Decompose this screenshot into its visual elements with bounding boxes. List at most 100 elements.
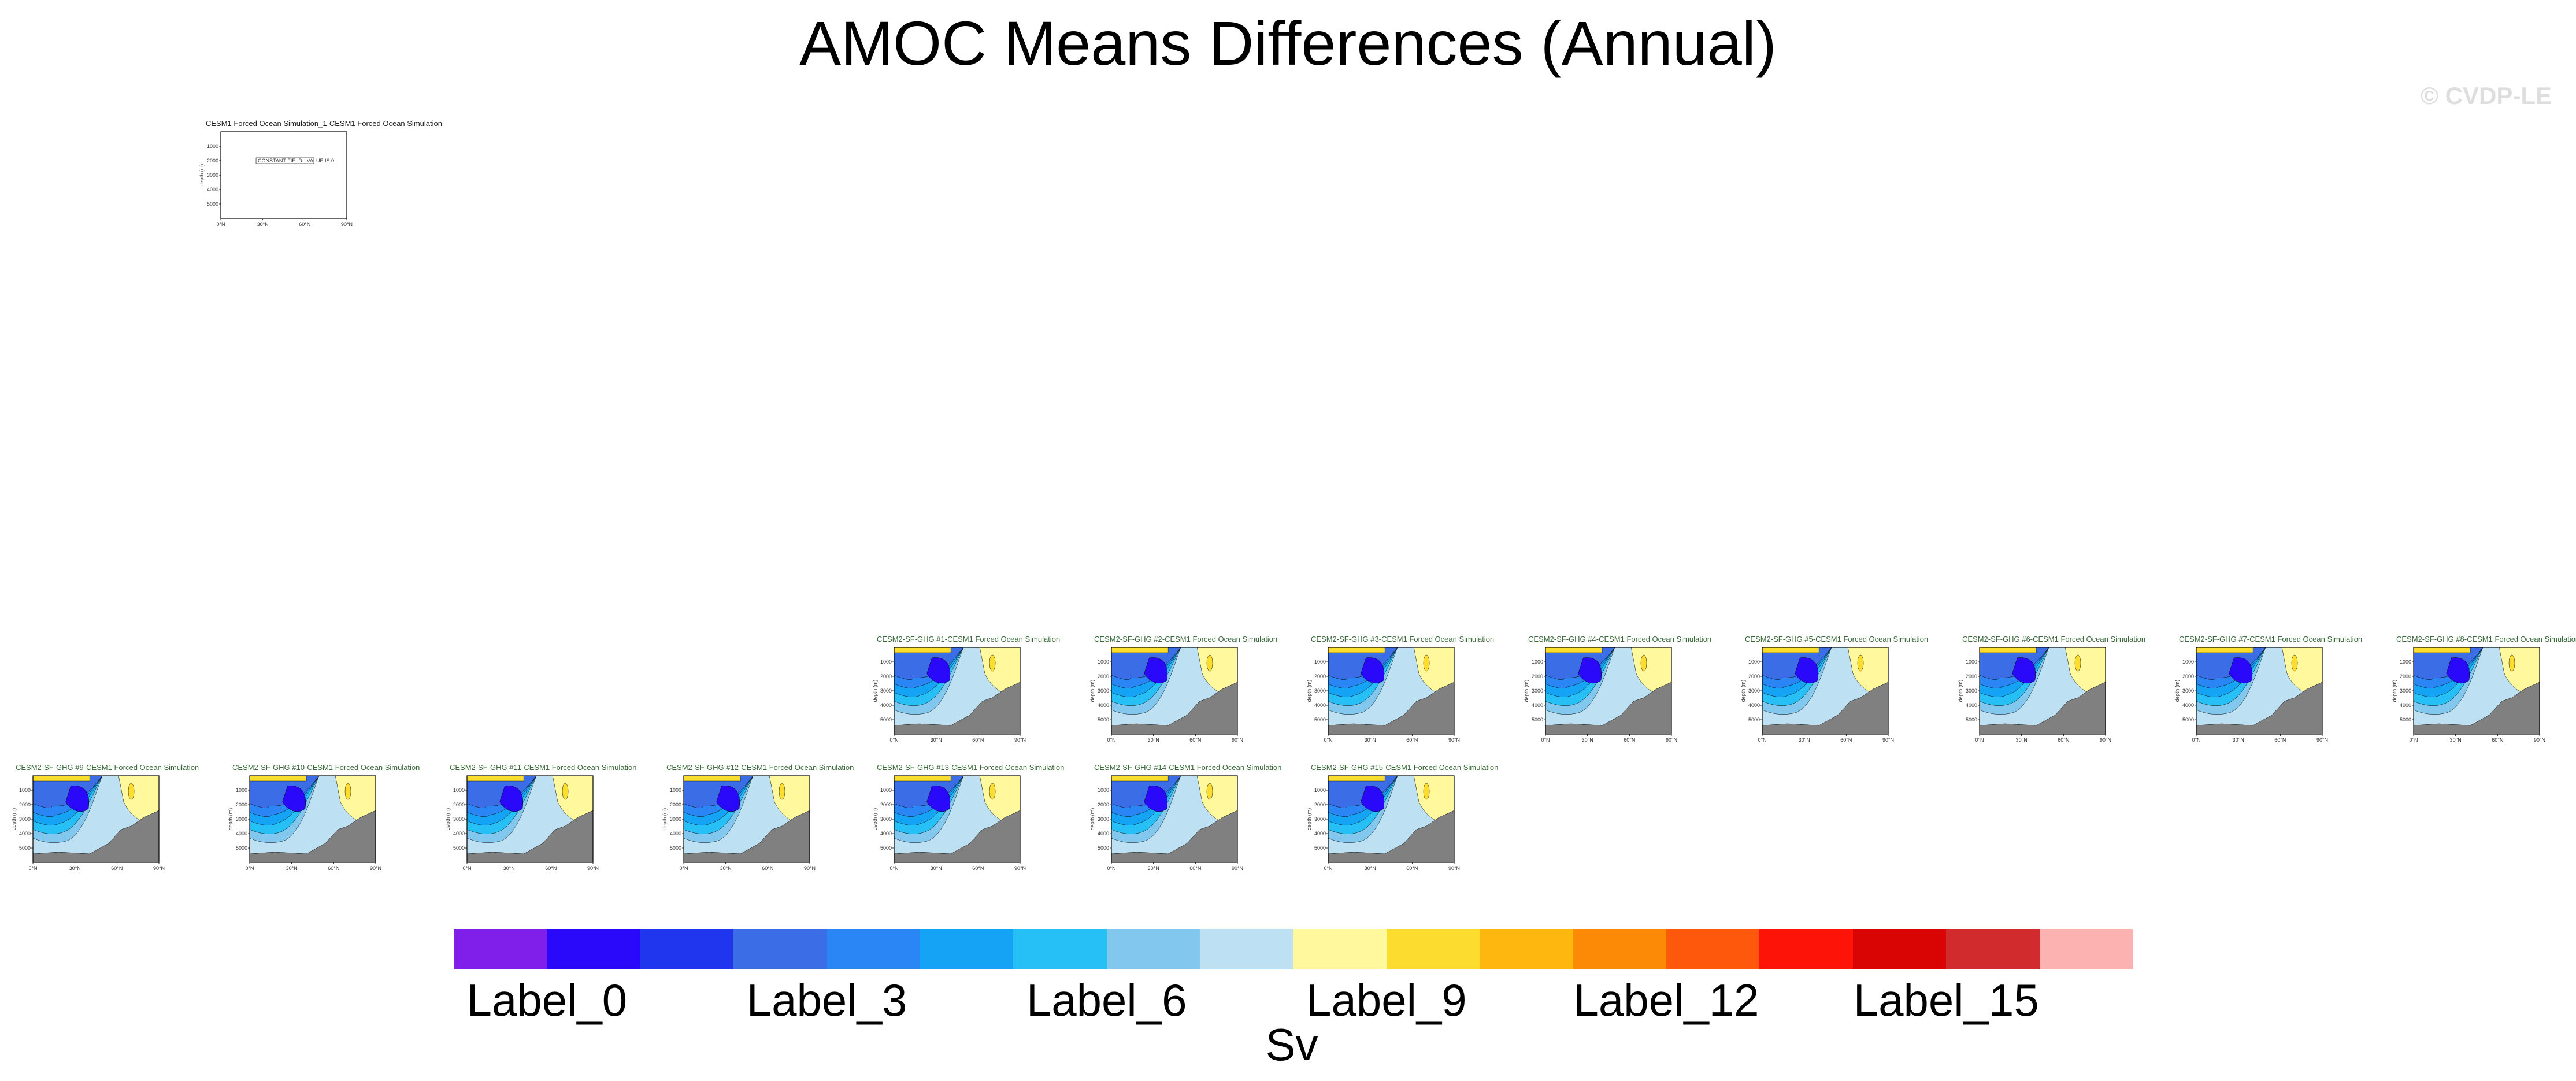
colorbar-box [2039, 929, 2133, 969]
surface-band [683, 775, 741, 782]
colorbar-box [920, 929, 1014, 969]
y-axis-label: depth (m) [445, 808, 451, 831]
positive-cell [779, 783, 785, 800]
y-tick-label: 1000 [1966, 659, 1977, 665]
x-tick-label: 0°N [1324, 737, 1332, 743]
y-tick-label: 4000 [1532, 702, 1543, 708]
y-tick-label: 1000 [2182, 659, 2194, 665]
contour-band [1979, 647, 2049, 680]
map-panel: CESM2-SF-GHG #7-CESM1 Forced Ocean Simul… [2174, 634, 2362, 743]
y-axis-label: depth (m) [1740, 680, 1746, 702]
panel-title: CESM2-SF-GHG #11-CESM1 Forced Ocean Simu… [450, 763, 636, 772]
contour-band [894, 775, 964, 808]
y-tick-label: 2000 [670, 802, 681, 808]
colorbar-label: Label_15 [1853, 975, 2039, 1026]
contour-band [1762, 647, 1832, 680]
colorbar-box [733, 929, 827, 969]
y-tick-label: 3000 [1532, 688, 1543, 694]
x-tick-label: 0°N [1975, 737, 1984, 743]
map-panel: CESM2-SF-GHG #8-CESM1 Forced Ocean Simul… [2392, 634, 2576, 743]
positive-cell [1423, 654, 1430, 672]
x-tick-label: 90°N [1014, 737, 1026, 743]
y-tick-label: 4000 [1314, 702, 1326, 708]
surface-band [1328, 647, 1385, 653]
x-tick-label: 90°N [804, 865, 816, 871]
y-tick-label: 1000 [880, 787, 892, 793]
overturning-core [65, 786, 89, 812]
map-panel: CESM2-SF-GHG #13-CESM1 Forced Ocean Simu… [872, 762, 1064, 871]
x-tick-label: 0°N [889, 737, 898, 743]
x-tick-label: 30°N [69, 865, 81, 871]
y-tick-label: 2000 [1098, 673, 1109, 679]
positive-cell [1857, 654, 1864, 672]
y-tick-label: 4000 [19, 831, 31, 836]
panel-title: CESM2-SF-GHG #2-CESM1 Forced Ocean Simul… [1094, 635, 1277, 643]
y-axis-label: depth (m) [1089, 808, 1095, 831]
y-tick-label: 5000 [1966, 717, 1977, 723]
page-title: AMOC Means Differences (Annual) [799, 8, 1777, 78]
y-tick-label: 3000 [2400, 688, 2411, 694]
y-tick-label: 3000 [236, 816, 247, 822]
y-tick-label: 1000 [1748, 659, 1760, 665]
x-tick-label: 60°N [1406, 737, 1418, 743]
y-tick-label: 2000 [1748, 673, 1760, 679]
plot-frame [220, 131, 347, 219]
map-panel: CESM2-SF-GHG #9-CESM1 Forced Ocean Simul… [11, 762, 199, 871]
colorbar-label: Label_12 [1573, 975, 1759, 1026]
y-axis-label: depth (m) [2174, 680, 2180, 702]
map-panel: CESM2-SF-GHG #12-CESM1 Forced Ocean Simu… [662, 762, 854, 871]
y-tick-label: 5000 [236, 845, 247, 851]
y-tick-label: 2000 [1532, 673, 1543, 679]
x-tick-label: 60°N [2274, 737, 2286, 743]
y-tick-label: 1000 [2400, 659, 2411, 665]
surface-band [1111, 775, 1169, 782]
x-tick-label: 90°N [1666, 737, 1677, 743]
x-tick-label: 90°N [1448, 737, 1460, 743]
y-tick-label: 4000 [453, 831, 465, 836]
x-tick-label: 60°N [328, 865, 339, 871]
map-panel: CESM2-SF-GHG #5-CESM1 Forced Ocean Simul… [1740, 634, 1928, 743]
overturning-core [1144, 786, 1167, 812]
surface-band [249, 775, 307, 782]
y-tick-label: 3000 [670, 816, 681, 822]
colorbar-box [454, 929, 547, 969]
y-tick-label: 4000 [880, 702, 892, 708]
y-tick-label: 2000 [2400, 673, 2411, 679]
overturning-core [716, 786, 740, 812]
y-tick-label: 1000 [453, 787, 465, 793]
y-tick-label: 3000 [207, 172, 218, 178]
x-tick-label: 90°N [2316, 737, 2328, 743]
y-tick-label: 5000 [207, 201, 218, 207]
x-tick-label: 0°N [2409, 737, 2418, 743]
panel-title: CESM2-SF-GHG #13-CESM1 Forced Ocean Simu… [877, 763, 1064, 772]
x-tick-label: 0°N [216, 221, 225, 227]
contour-band [1111, 775, 1181, 808]
x-tick-label: 60°N [1406, 865, 1418, 871]
x-tick-label: 0°N [2192, 737, 2200, 743]
x-tick-label: 60°N [2058, 737, 2069, 743]
panel-title: CESM2-SF-GHG #6-CESM1 Forced Ocean Simul… [1962, 635, 2145, 643]
overturning-core [1795, 657, 1818, 684]
y-tick-label: 5000 [1314, 845, 1326, 851]
colorbar-box [547, 929, 640, 969]
x-tick-label: 30°N [2233, 737, 2244, 743]
surface-band [1545, 647, 1603, 653]
x-tick-label: 30°N [1582, 737, 1593, 743]
y-tick-label: 3000 [1098, 688, 1109, 694]
x-tick-label: 30°N [257, 221, 269, 227]
contour-band [1111, 647, 1181, 680]
y-tick-label: 1000 [880, 659, 892, 665]
x-tick-label: 30°N [931, 865, 942, 871]
overturning-core [282, 786, 306, 812]
y-axis-label: depth (m) [11, 808, 17, 831]
surface-band [1111, 647, 1169, 653]
panel-title: CESM2-SF-GHG #14-CESM1 Forced Ocean Simu… [1094, 763, 1281, 772]
y-tick-label: 3000 [1748, 688, 1760, 694]
positive-cell [1640, 654, 1647, 672]
contour-band [2413, 647, 2484, 680]
x-tick-label: 90°N [370, 865, 381, 871]
y-tick-label: 4000 [207, 187, 218, 192]
overturning-core [1578, 657, 1602, 684]
contour-band [1328, 647, 1398, 680]
surface-band [32, 775, 90, 782]
